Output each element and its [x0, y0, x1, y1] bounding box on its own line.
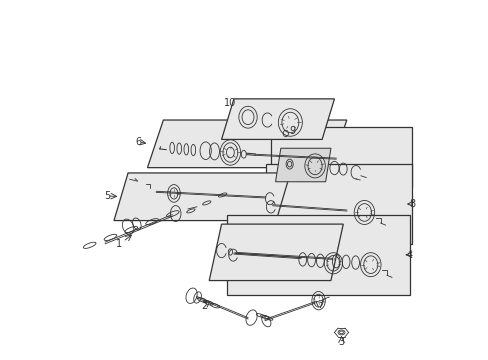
Text: 4: 4	[406, 250, 412, 260]
Text: 2: 2	[201, 301, 206, 311]
Polygon shape	[265, 164, 411, 243]
Polygon shape	[270, 127, 411, 187]
Text: 6: 6	[135, 137, 142, 147]
Text: 7: 7	[317, 300, 323, 310]
Text: 9: 9	[289, 126, 295, 136]
Polygon shape	[221, 99, 334, 139]
Text: 3: 3	[338, 337, 344, 347]
Text: 5: 5	[103, 191, 110, 201]
Text: 1: 1	[116, 239, 122, 249]
Polygon shape	[147, 120, 346, 168]
Polygon shape	[209, 224, 343, 280]
Polygon shape	[275, 148, 330, 182]
Text: 8: 8	[408, 199, 414, 209]
Polygon shape	[114, 173, 290, 221]
Polygon shape	[226, 215, 409, 294]
Text: 10: 10	[223, 98, 235, 108]
